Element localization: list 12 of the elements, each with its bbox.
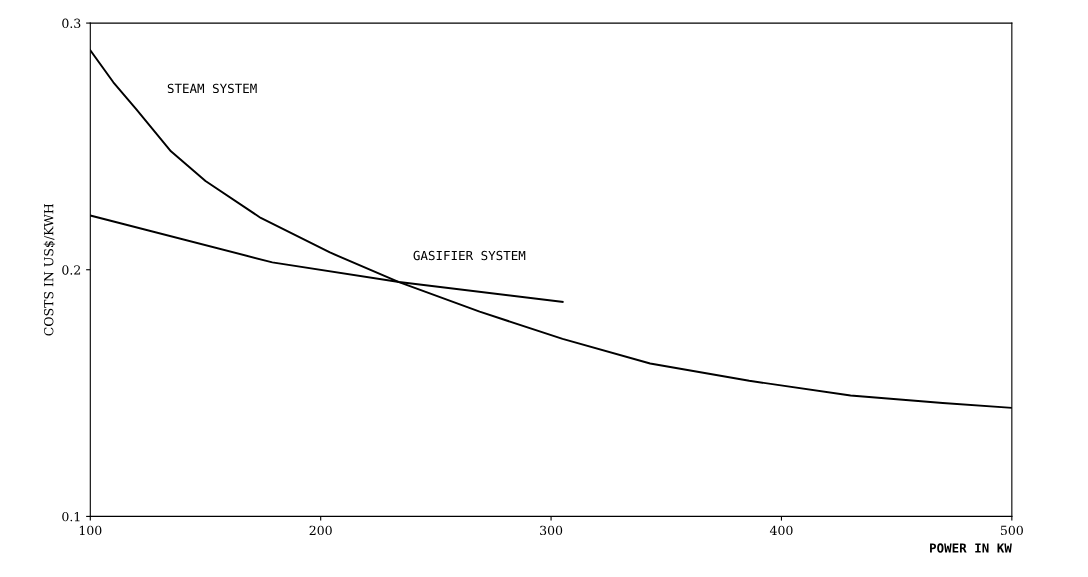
y-axis-title: COSTS IN US$/KWH [43,203,56,336]
x-tick-label: 400 [769,525,793,536]
x-tick-label: 200 [309,525,332,536]
x-axis-title: POWER IN KW [930,543,1012,553]
x-tick-label: 500 [1000,525,1023,536]
y-tick-label: 0.3 [62,18,81,29]
x-tick-label: 300 [540,525,563,536]
y-tick-label: 0.1 [62,511,80,522]
text: STEAM SYSTEM [167,83,257,94]
series-label: GASIFIER SYSTEM [413,250,526,261]
y-tick-label: 0.2 [62,265,81,275]
x-tick-label: 100 [79,525,102,536]
